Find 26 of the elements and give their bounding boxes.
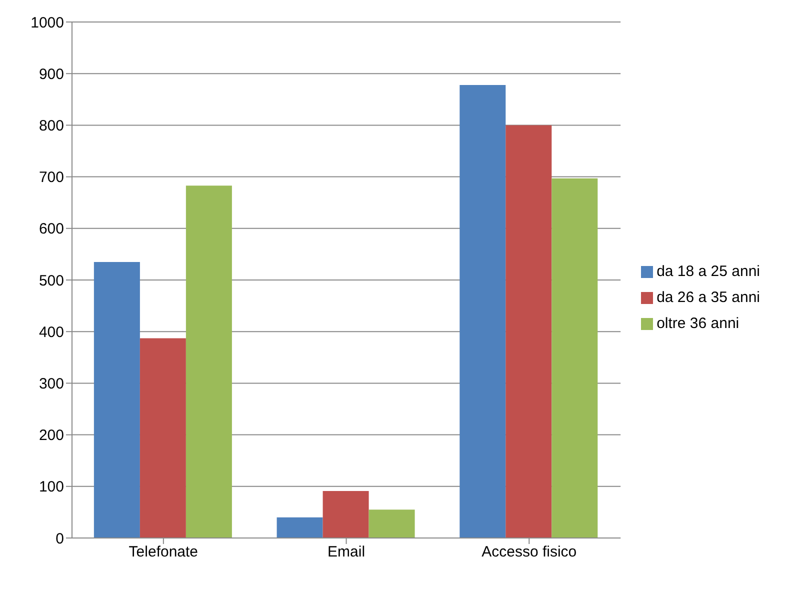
bar: [552, 178, 598, 538]
y-tick-label: 500: [38, 272, 64, 290]
y-tick-label: 400: [38, 324, 64, 341]
y-tick-label: 800: [38, 118, 64, 135]
legend-label: da 18 a 25 anni: [656, 263, 760, 280]
legend-label: oltre 36 anni: [656, 315, 740, 332]
y-tick-label: 100: [38, 478, 64, 496]
bar: [276, 517, 323, 538]
legend-label: da 26 a 35 anni: [656, 289, 760, 306]
y-tick-label: 300: [38, 376, 64, 393]
x-tick-label: Telefonate: [128, 544, 198, 561]
y-tick-label: 200: [38, 427, 64, 444]
bar: [140, 338, 186, 538]
bar: [368, 510, 415, 538]
bar: [506, 125, 552, 538]
x-tick-label: Email: [328, 544, 366, 561]
y-tick-label: 600: [38, 220, 64, 238]
y-tick-label: 1000: [30, 14, 64, 32]
bar: [460, 84, 506, 538]
bar: [186, 186, 232, 538]
y-tick-label: 700: [38, 169, 64, 186]
y-tick-label: 900: [38, 66, 64, 83]
y-tick-label: 0: [56, 530, 64, 548]
x-tick-label: Accesso fisico: [482, 544, 577, 561]
bar: [322, 491, 369, 538]
bar: [94, 262, 140, 538]
